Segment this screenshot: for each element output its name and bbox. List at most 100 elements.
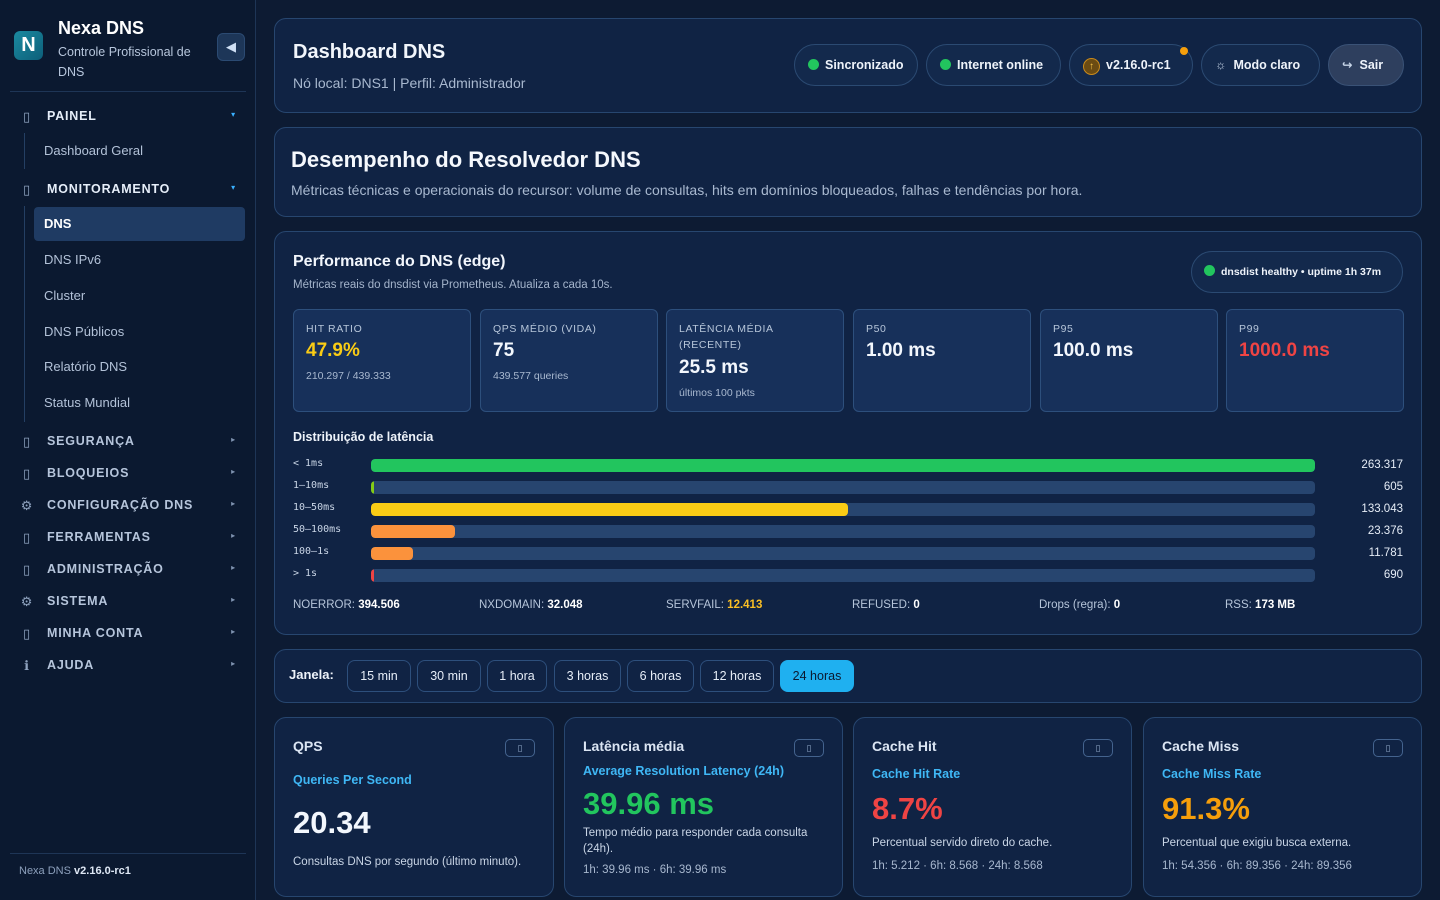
window-option-12horas[interactable]: 12 horas: [700, 660, 774, 692]
sidebar: N Nexa DNS Controle Profissional de DNS …: [0, 0, 256, 900]
version-label: v2.16.0-rc1: [1106, 58, 1171, 72]
chart-icon[interactable]: ▯: [1373, 739, 1403, 757]
dist-label: > 1s: [293, 568, 318, 579]
footer-version: v2.16.0-rc1: [74, 865, 131, 877]
sync-status-pill[interactable]: Sincronizado: [794, 44, 918, 86]
metric-latencia-media: LATÊNCIA MÉDIA (RECENTE) 25.5 ms últimos…: [666, 309, 844, 412]
internet-status-pill[interactable]: Internet online: [926, 44, 1061, 86]
sync-status-label: Sincronizado: [825, 58, 904, 72]
theme-toggle-button[interactable]: ☼ Modo claro: [1201, 44, 1320, 86]
nav-group-ferramentas[interactable]: ▯ FERRAMENTAS ▸: [16, 528, 244, 550]
collapse-sidebar-button[interactable]: ◀: [217, 33, 245, 61]
window-option-15min[interactable]: 15 min: [347, 660, 411, 692]
dist-count: 11.781: [1368, 547, 1403, 559]
sidebar-item-cluster[interactable]: Cluster: [44, 288, 86, 303]
sidebar-item-relatorio-dns[interactable]: Relatório DNS: [44, 359, 128, 374]
chart-icon[interactable]: ▯: [1083, 739, 1113, 757]
nav-group-label: CONFIGURAÇÃO DNS: [47, 498, 194, 512]
kpi-description: Percentual que exigiu busca externa.: [1162, 837, 1352, 849]
sidebar-divider: [10, 853, 246, 854]
version-pill[interactable]: ↑ v2.16.0-rc1: [1069, 44, 1193, 86]
time-window-selector: Janela: 15 min 30 min 1 hora 3 horas 6 h…: [274, 649, 1422, 703]
nav-group-ajuda[interactable]: ℹ AJUDA ▸: [16, 656, 244, 678]
metric-p99: P99 1000.0 ms: [1226, 309, 1404, 412]
nav-group-label: ADMINISTRAÇÃO: [47, 562, 164, 576]
footer-app-name: Nexa DNS: [19, 865, 71, 877]
sun-icon: ☼: [1215, 58, 1227, 72]
status-dot-icon: [1204, 265, 1215, 276]
metric-p50: P50 1.00 ms: [853, 309, 1031, 412]
stat-drops: Drops (regra): 0: [1039, 599, 1120, 611]
metric-foot: 210.297 / 439.333: [306, 370, 391, 382]
dist-bar: [371, 569, 375, 582]
metric-label: P99: [1239, 323, 1260, 335]
window-option-6horas[interactable]: 6 horas: [627, 660, 694, 692]
gear-icon: ⚙: [20, 594, 34, 609]
kpi-description: Percentual servido direto do cache.: [872, 837, 1053, 849]
logout-icon: ↪: [1342, 58, 1353, 72]
dist-label: 1–10ms: [293, 480, 330, 491]
window-option-3horas[interactable]: 3 horas: [554, 660, 621, 692]
nav-group-seguranca[interactable]: ▯ SEGURANÇA ▸: [16, 432, 244, 454]
metric-hit-ratio: HIT RATIO 47.9% 210.297 / 439.333: [293, 309, 471, 412]
stat-value: 0: [913, 599, 920, 611]
nav-group-sistema[interactable]: ⚙ SISTEMA ▸: [16, 592, 244, 614]
shield-icon: ▯: [23, 434, 31, 449]
window-option-30min[interactable]: 30 min: [417, 660, 481, 692]
nav-group-minha-conta[interactable]: ▯ MINHA CONTA ▸: [16, 624, 244, 646]
sidebar-item-status-mundial[interactable]: Status Mundial: [44, 395, 130, 410]
dist-label: 100–1s: [293, 546, 330, 557]
kpi-value: 8.7%: [872, 791, 943, 826]
nav-group-configuracao-dns[interactable]: ⚙ CONFIGURAÇÃO DNS ▸: [16, 496, 244, 518]
stat-label: NXDOMAIN:: [479, 599, 545, 611]
dashboard-icon: ▯: [23, 109, 31, 124]
notification-dot-icon: [1180, 47, 1188, 55]
window-option-1hora[interactable]: 1 hora: [487, 660, 547, 692]
performance-subtitle: Métricas reais do dnsdist via Prometheus…: [293, 279, 613, 291]
resolver-intro-card: Desempenho do Resolvedor DNS Métricas té…: [274, 127, 1422, 217]
metric-label: HIT RATIO: [306, 323, 363, 335]
info-icon: ℹ: [24, 658, 30, 673]
stat-servfail: SERVFAIL: 12.413: [666, 599, 762, 611]
sidebar-item-dns[interactable]: DNS: [34, 207, 245, 241]
stat-label: NOERROR:: [293, 599, 355, 611]
kpi-subtitle: Cache Miss Rate: [1162, 767, 1262, 781]
status-dot-icon: [808, 59, 819, 70]
metric-label: QPS MÉDIO (VIDA): [493, 323, 597, 335]
logout-button[interactable]: ↪ Sair: [1328, 44, 1404, 86]
nav-group-label: BLOQUEIOS: [47, 466, 130, 480]
stat-rss: RSS: 173 MB: [1225, 599, 1295, 611]
stat-label: REFUSED:: [852, 599, 911, 611]
stat-value: 0: [1113, 599, 1121, 611]
stat-value: 173 MB: [1255, 599, 1296, 611]
metric-label: P50: [866, 323, 887, 335]
chevron-right-icon: ▸: [231, 659, 236, 668]
chart-icon[interactable]: ▯: [505, 739, 535, 757]
dist-count: 690: [1383, 569, 1403, 581]
nav-group-administracao[interactable]: ▯ ADMINISTRAÇÃO ▸: [16, 560, 244, 582]
dist-bar: [371, 481, 375, 494]
kpi-description: Tempo médio para responder cada consulta…: [583, 827, 808, 855]
nav-group-monitoramento[interactable]: ▯ MONITORAMENTO ▾: [16, 180, 244, 202]
stat-value: 12.413: [727, 599, 763, 611]
metric-value: 47.9%: [306, 340, 360, 361]
sidebar-item-dns-publicos[interactable]: DNS Públicos: [44, 324, 125, 339]
metric-value: 75: [493, 340, 515, 361]
chart-icon[interactable]: ▯: [794, 739, 824, 757]
page-header: Dashboard DNS Nó local: DNS1 | Perfil: A…: [274, 18, 1422, 113]
kpi-title: QPS: [293, 738, 323, 754]
sidebar-item-dns-ipv6[interactable]: DNS IPv6: [44, 252, 102, 267]
kpi-card-qps: QPS ▯ Queries Per Second 20.34 Consultas…: [274, 717, 554, 897]
page-title: Dashboard DNS: [293, 41, 446, 63]
sidebar-item-dashboard-geral[interactable]: Dashboard Geral: [44, 143, 143, 158]
nav-group-label: PAINEL: [47, 109, 97, 123]
metric-qps-medio: QPS MÉDIO (VIDA) 75 439.577 queries: [480, 309, 658, 412]
nav-group-painel[interactable]: ▯ PAINEL ▾: [16, 107, 244, 129]
submenu-line: [24, 133, 25, 169]
brand-title: Nexa DNS: [58, 18, 145, 38]
nav-group-label: MONITORAMENTO: [47, 182, 171, 196]
nav-group-bloqueios[interactable]: ▯ BLOQUEIOS ▸: [16, 464, 244, 486]
dist-track: [371, 569, 1315, 582]
window-label: Janela:: [289, 667, 334, 682]
window-option-24horas[interactable]: 24 horas: [780, 660, 854, 692]
